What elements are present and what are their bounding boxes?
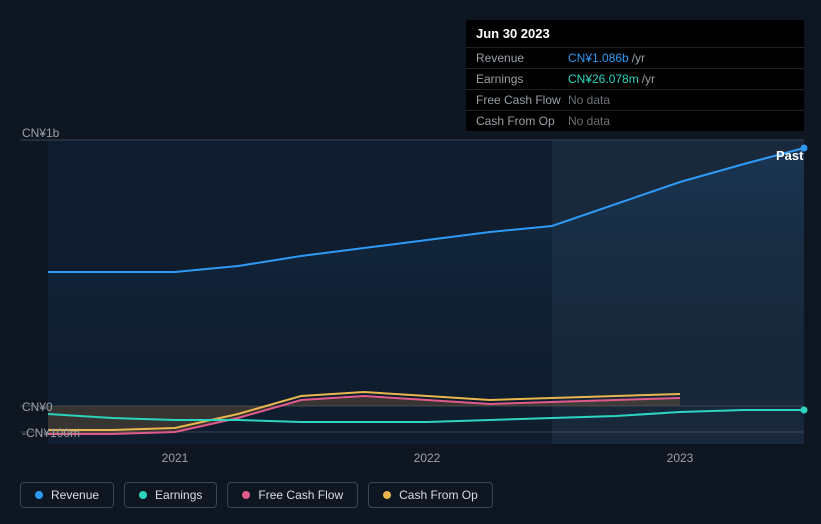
tooltip-suffix: /yr: [642, 72, 655, 86]
legend: Revenue Earnings Free Cash Flow Cash From O…: [20, 482, 493, 508]
x-axis-label: 2021: [162, 451, 189, 465]
legend-dot-icon: [242, 491, 250, 499]
x-axis-label: 2022: [414, 451, 441, 465]
y-axis-label: -CN¥100m: [22, 426, 80, 440]
tooltip-row: RevenueCN¥1.086b/yr: [466, 47, 804, 68]
chart-container: CN¥1b CN¥0 -CN¥100m 2021 2022 2023 Past Jun …: [0, 0, 821, 524]
legend-dot-icon: [139, 491, 147, 499]
tooltip-label: Free Cash Flow: [476, 93, 568, 107]
legend-label: Revenue: [51, 488, 99, 502]
tooltip: Jun 30 2023 RevenueCN¥1.086b/yrEarningsC…: [466, 20, 804, 131]
legend-item-earnings[interactable]: Earnings: [124, 482, 217, 508]
legend-item-cash-from-op[interactable]: Cash From Op: [368, 482, 493, 508]
tooltip-value: No data: [568, 114, 610, 128]
tooltip-value: No data: [568, 93, 610, 107]
tooltip-row: EarningsCN¥26.078m/yr: [466, 68, 804, 89]
tooltip-label: Earnings: [476, 72, 568, 86]
tooltip-row: Cash From OpNo data: [466, 110, 804, 131]
tooltip-row: Free Cash FlowNo data: [466, 89, 804, 110]
tooltip-label: Revenue: [476, 51, 568, 65]
y-axis-label: CN¥0: [22, 400, 53, 414]
earnings-end-dot: [801, 407, 808, 414]
tooltip-label: Cash From Op: [476, 114, 568, 128]
legend-label: Cash From Op: [399, 488, 478, 502]
tooltip-suffix: /yr: [632, 51, 645, 65]
tooltip-value: CN¥26.078m: [568, 72, 639, 86]
legend-dot-icon: [383, 491, 391, 499]
legend-label: Earnings: [155, 488, 202, 502]
legend-label: Free Cash Flow: [258, 488, 343, 502]
past-label: Past: [776, 148, 803, 163]
x-axis-label: 2023: [667, 451, 694, 465]
legend-dot-icon: [35, 491, 43, 499]
y-axis-label: CN¥1b: [22, 126, 59, 140]
tooltip-date: Jun 30 2023: [466, 20, 804, 47]
tooltip-value: CN¥1.086b: [568, 51, 629, 65]
legend-item-revenue[interactable]: Revenue: [20, 482, 114, 508]
legend-item-free-cash-flow[interactable]: Free Cash Flow: [227, 482, 358, 508]
